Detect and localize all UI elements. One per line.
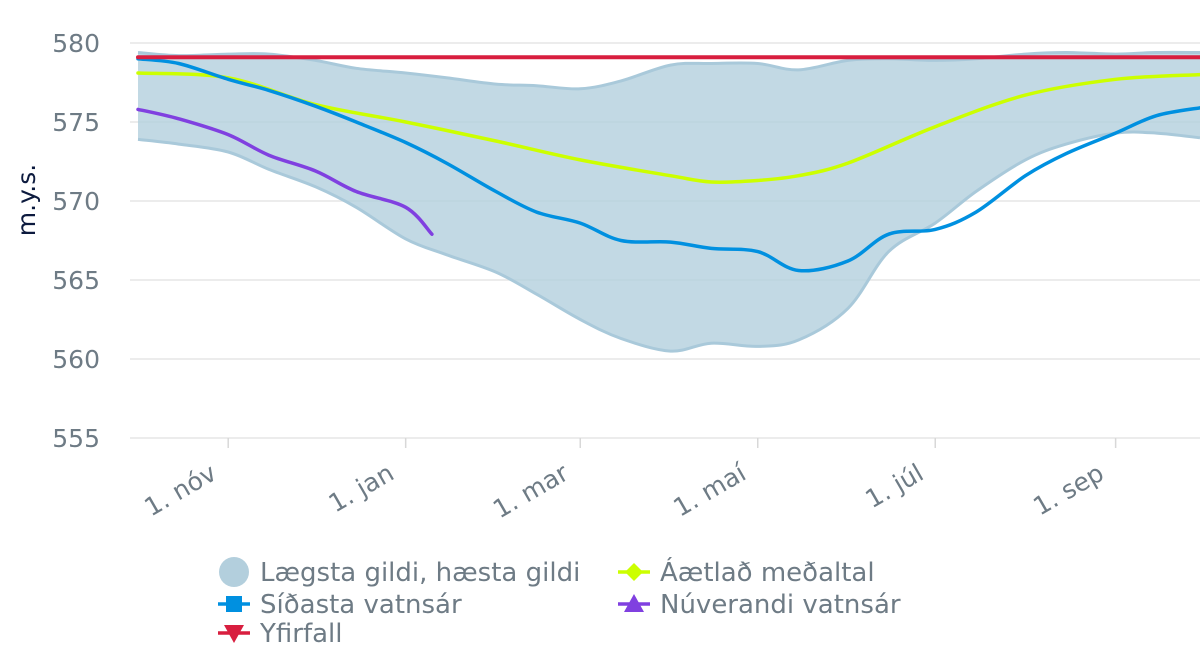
x-tick-label: 1. mar bbox=[488, 458, 574, 524]
x-tick-label: 1. jan bbox=[324, 458, 399, 518]
range-band bbox=[138, 52, 1200, 352]
y-tick-label: 580 bbox=[52, 29, 100, 58]
y-tick-label: 570 bbox=[52, 187, 100, 216]
legend-label: Lægsta gildi, hæsta gildi bbox=[260, 558, 580, 588]
legend-label: Síðasta vatnsár bbox=[260, 590, 462, 620]
range-low-edge bbox=[137, 130, 1200, 353]
legend-item-last-year: Síðasta vatnsár bbox=[218, 590, 462, 620]
x-tick-label: 1. nóv bbox=[139, 458, 221, 522]
series-layer bbox=[136, 55, 1200, 273]
legend-label: Yfirfall bbox=[259, 619, 342, 649]
x-tick-label: 1. sep bbox=[1028, 458, 1108, 521]
y-tick-label: 560 bbox=[52, 345, 100, 374]
legend: Lægsta gildi, hæsta gildi Áætlað meðaltal… bbox=[218, 556, 901, 649]
range-layer bbox=[137, 50, 1200, 353]
current-year-line bbox=[136, 107, 434, 236]
y-tick-label: 565 bbox=[52, 266, 100, 295]
legend-triangle-up-marker bbox=[624, 594, 644, 612]
range-high-edge bbox=[137, 50, 1200, 91]
legend-item-overflow: Yfirfall bbox=[218, 619, 342, 649]
legend-item-current-year: Núverandi vatnsár bbox=[618, 590, 901, 620]
legend-square-marker bbox=[226, 596, 242, 612]
legend-item-range: Lægsta gildi, hæsta gildi bbox=[219, 557, 580, 588]
y-tick-label: 555 bbox=[52, 424, 100, 453]
x-tick-label: 1. maí bbox=[668, 458, 751, 523]
legend-label: Áætlað meðaltal bbox=[660, 556, 875, 588]
legend-label: Núverandi vatnsár bbox=[660, 590, 901, 620]
legend-item-average: Áætlað meðaltal bbox=[618, 556, 875, 588]
legend-triangle-down-marker bbox=[224, 625, 244, 643]
legend-diamond-marker bbox=[625, 563, 643, 581]
x-tick-label: 1. júl bbox=[860, 458, 928, 514]
y-axis-label: m.y.s. bbox=[12, 164, 41, 236]
last-year-line bbox=[136, 57, 1200, 273]
average-line bbox=[136, 71, 1200, 184]
legend-circle-marker bbox=[219, 557, 249, 587]
y-tick-label: 575 bbox=[52, 108, 100, 137]
